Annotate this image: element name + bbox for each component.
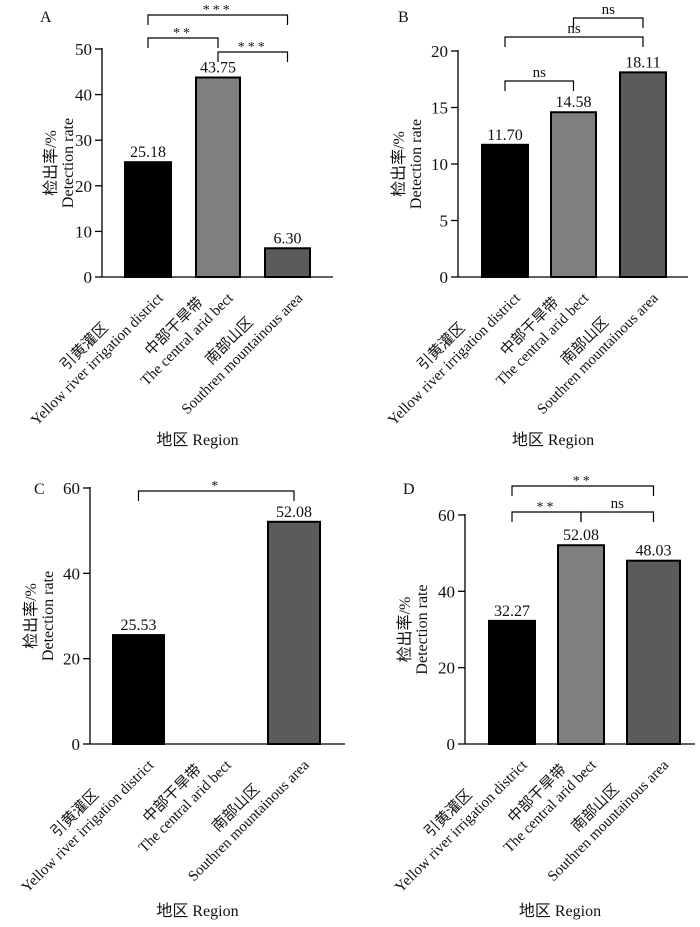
panel-B: B 0 5 10 15 20 检出率/% Detection rate 11.70 Yellow … [385, 2, 688, 449]
value-label: 48.03 [636, 543, 672, 560]
x-axis-label: 地区 Region [156, 431, 238, 449]
significance-bracket [147, 14, 289, 25]
bar-1 [488, 619, 536, 746]
value-label: 14.58 [556, 94, 592, 111]
category-en: Yellow river irrigation district [392, 757, 531, 896]
significance-bracket [504, 80, 575, 91]
value-label: 43.75 [200, 60, 236, 77]
y-label-cn: 检出率/% [396, 597, 414, 663]
y-tick-label: 60 [63, 479, 80, 498]
panel-letter: D [403, 481, 415, 498]
y-tick-label: 20 [438, 659, 455, 678]
value-label: 52.08 [276, 504, 312, 521]
y-tick-label: 20 [431, 42, 448, 61]
y-tick-label: 40 [75, 86, 92, 105]
y-axis-label: 检出率/% Detection rate [22, 571, 57, 661]
y-tick-label: 0 [72, 735, 81, 754]
significance-label: ns [567, 21, 581, 37]
value-label: 32.27 [494, 603, 530, 620]
significance-label: ns [611, 496, 625, 512]
significance-label: ns [602, 2, 616, 18]
x-axis-label: 地区 Region [519, 902, 601, 920]
significance-bracket [147, 37, 219, 48]
y-label-en: Detection rate [60, 118, 77, 208]
panel-C: C 0 20 40 60 检出率/% Detection rate 25.53 Yellow r… [19, 479, 345, 920]
y-label-en: Detection rate [40, 571, 57, 661]
value-label: 52.08 [563, 527, 599, 544]
x-axis-label: 地区 Region [512, 431, 594, 449]
significance-label: *** [238, 40, 268, 55]
significance-bracket [580, 511, 655, 522]
significance-label: ** [573, 474, 593, 489]
value-label: 25.18 [130, 144, 166, 161]
y-tick-label: 30 [75, 131, 92, 150]
category-en: Yellow river irrigation district [385, 290, 524, 429]
significance-bracket [217, 51, 289, 62]
y-label-cn: 检出率/% [390, 131, 408, 197]
bar-1 [112, 634, 165, 746]
significance-bracket [572, 17, 644, 28]
y-tick-label: 0 [447, 735, 456, 754]
y-tick-label: 20 [63, 650, 80, 669]
significance-bracket [137, 490, 295, 501]
panel-D: D 0 20 40 60 检出率/% Detection rate 32.27 Yellow r… [392, 474, 695, 920]
panel-A: A 0 10 20 30 40 50 检出率/% Detection rate 25.18 Yell… [28, 3, 333, 449]
bar-3 [267, 520, 321, 745]
y-tick-label: 0 [440, 268, 449, 287]
y-axis-label: 检出率/% Detection rate [396, 584, 431, 674]
y-axis-label: 检出率/% Detection rate [42, 118, 77, 208]
panel-letter: A [40, 9, 52, 26]
y-tick-label: 10 [75, 222, 92, 241]
value-label: 11.70 [487, 127, 522, 144]
panel-letter: B [398, 9, 409, 26]
significance-bracket [511, 485, 655, 496]
bar-1 [481, 143, 529, 278]
y-label-en: Detection rate [408, 119, 425, 209]
bar-2 [195, 76, 241, 278]
significance-label: ns [533, 65, 547, 81]
value-label: 25.53 [121, 617, 157, 634]
y-label-en: Detection rate [414, 584, 431, 674]
y-tick-label: 40 [438, 582, 455, 601]
y-tick-label: 40 [63, 564, 80, 583]
y-axis-label: 检出率/% Detection rate [390, 119, 425, 209]
category-en: Yellow river irrigation district [28, 290, 167, 429]
y-label-cn: 检出率/% [22, 583, 40, 649]
significance-label: ** [173, 26, 193, 41]
x-axis-label: 地区 Region [156, 902, 238, 920]
significance-bracket [504, 36, 644, 47]
category-en: Yellow river irrigation district [19, 757, 158, 896]
y-tick-label: 0 [84, 268, 93, 287]
y-tick-label: 60 [438, 506, 455, 525]
bar-3 [619, 71, 667, 279]
y-tick-label: 20 [75, 177, 92, 196]
bar-1 [124, 161, 172, 278]
bar-3 [264, 247, 311, 279]
value-label: 18.11 [625, 54, 660, 71]
bar-2 [550, 111, 597, 278]
y-tick-label: 50 [75, 40, 92, 59]
significance-label: * [211, 479, 221, 494]
y-tick-label: 15 [431, 99, 448, 118]
bar-3 [626, 559, 681, 745]
y-tick-label: 10 [431, 155, 448, 174]
significance-label: *** [203, 3, 233, 18]
y-tick-label: 5 [440, 212, 449, 231]
bar-2 [557, 544, 605, 746]
value-label: 6.30 [274, 230, 302, 247]
panel-letter: C [34, 481, 45, 498]
y-label-cn: 检出率/% [42, 130, 60, 196]
significance-label: ** [537, 500, 557, 515]
